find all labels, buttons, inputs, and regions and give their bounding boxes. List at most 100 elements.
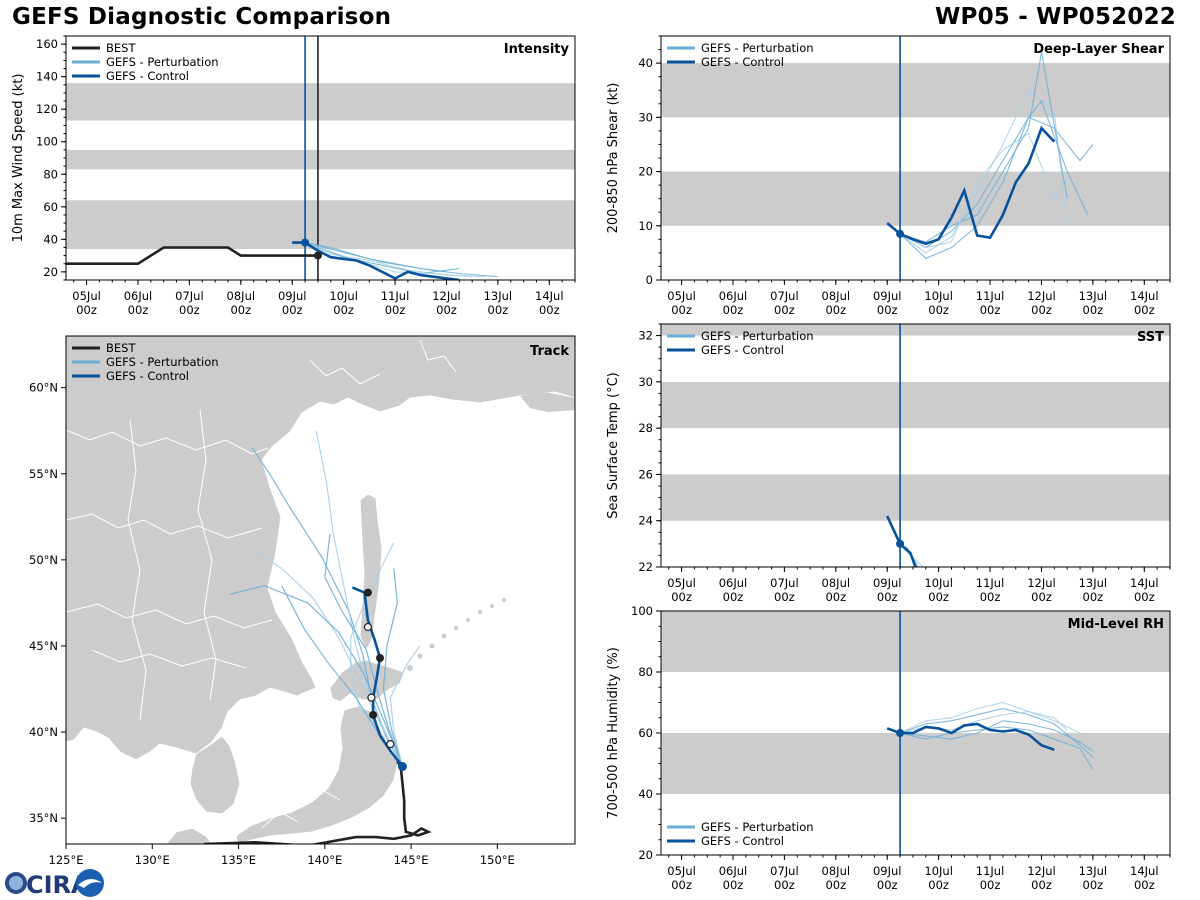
sst-xtick-label-hour: 00z [1031,590,1052,604]
sst-xtick-label-hour: 00z [1083,590,1104,604]
track-map: 125°E 130°E 135°E 140°E 145°E 150°E 35°N 40°N 45… [29,335,576,867]
legend-label-control: GEFS - Control [701,55,784,69]
shear-ytick-label: 40 [638,56,653,70]
sst-ytick-label: 26 [638,467,653,481]
shear-xtick-label-day: 14Jul [1130,289,1159,303]
track-marker-open [386,740,395,749]
intensity-perturbation-line [304,242,473,278]
shear-xtick-label-hour: 00z [980,303,1001,317]
rh-xtick-label-day: 14Jul [1130,864,1159,878]
shear-ytick-label: 20 [638,165,653,179]
land-korea [189,735,241,815]
land-kamchatka [520,392,575,412]
land-asia [66,336,575,761]
track-xtick-label: 145°E [394,853,429,867]
sst-xtick-label-hour: 00z [723,590,744,604]
rh-perturbation-line [900,720,1094,752]
sst-frame [660,323,1171,568]
intensity-best-line [66,246,318,266]
shear-ytick-label: 0 [646,273,653,287]
intensity-xtick-label-hour: 00z [385,303,406,317]
rh-xtick-label-day: 11Jul [976,864,1005,878]
intensity-chart: 20 40 60 80 100 120 140 160 10m Max Wind Speed (… [11,35,576,317]
rh-xtick-label-hour: 00z [1083,878,1104,892]
sst-xtick-label-hour: 00z [877,590,898,604]
track-control-start [397,762,407,772]
rh-ytick-label: 20 [638,848,653,862]
shear-xtick-label-day: 12Jul [1027,289,1056,303]
sst-title: SST [1137,330,1164,345]
rh-xtick-label-day: 09Jul [873,864,902,878]
shear-xtick-label-hour: 00z [1083,303,1104,317]
track-marker-open [367,693,376,702]
sst-xtick-label-hour: 00z [774,590,795,604]
intensity-xtick-label-hour: 00z [282,303,303,317]
shear-ylabel: 200-850 hPa Shear (kt) [606,83,621,234]
rh-plot-area [661,611,1170,855]
track-perturbation-line [229,585,404,767]
sst-xtick-label-hour: 00z [1134,590,1155,604]
rh-ytick-label: 80 [638,665,653,679]
sst-xtick-label-hour: 00z [928,590,949,604]
rh-chart: 20 40 60 80 100 700-500 hPa Humidity (%) 05Jul… [606,604,1171,892]
sst-xtick-label-hour: 00z [671,590,692,604]
track-xtick-label: 140°E [307,853,342,867]
shear-plot-area [661,36,1170,280]
track-perturbation-line [315,430,404,767]
intensity-ytick-label: 20 [43,265,58,279]
shear-xtick-label-hour: 00z [928,303,949,317]
intensity-ytick-label: 140 [36,70,58,84]
intensity-ytick-label: 120 [36,102,58,116]
rh-xtick-label-hour: 00z [723,878,744,892]
intensity-perturbation-line [304,242,460,275]
shear-xtick-label-hour: 00z [1134,303,1155,317]
rh-title: Mid-Level RH [1068,617,1164,632]
shear-xtick-label-hour: 00z [1031,303,1052,317]
intensity-xtick-label-hour: 00z [76,303,97,317]
legend-label-control: GEFS - Control [106,69,189,83]
rh-xtick-label-day: 07Jul [770,864,799,878]
land-kyushu [165,827,213,844]
intensity-title: Intensity [504,42,570,57]
sst-band [661,324,1170,336]
shear-title: Deep-Layer Shear [1033,42,1164,57]
rh-xtick-label-day: 05Jul [667,864,696,878]
rh-xtick-label-hour: 00z [1134,878,1155,892]
shear-control-line [886,125,1056,246]
rh-xtick-label-day: 08Jul [822,864,851,878]
rh-xtick-label-hour: 00z [1031,878,1052,892]
sst-xtick-label-day: 07Jul [770,576,799,590]
shear-xtick-label-hour: 00z [723,303,744,317]
sst-ylabel: Sea Surface Temp (°C) [606,372,621,519]
intensity-xtick-label-hour: 00z [436,303,457,317]
track-ytick-label: 40°N [29,725,58,739]
shear-xtick-label-day: 07Jul [770,289,799,303]
intensity-best-marker [313,251,322,260]
logo-globe-inner [9,876,23,890]
intensity-xtick-label-hour: 00z [230,303,251,317]
rh-xtick-label-day: 06Jul [719,864,748,878]
intensity-xtick-label-day: 12Jul [432,289,461,303]
legend-label-perturbation: GEFS - Perturbation [701,820,814,834]
sst-ytick-label: 28 [638,421,653,435]
rh-xtick-label-hour: 00z [877,878,898,892]
sst-control-line [886,515,917,567]
intensity-ytick-label: 60 [43,200,58,214]
intensity-xtick-label-day: 13Jul [484,289,513,303]
intensity-xtick-label-day: 14Jul [535,289,564,303]
track-xtick-label: 125°E [49,853,84,867]
land-kurils [407,598,506,671]
intensity-band [66,149,575,170]
shear-band [661,171,1170,226]
track-best-line [203,760,432,844]
figure-title: GEFS Diagnostic Comparison [12,4,392,30]
intensity-xtick-label-day: 09Jul [278,289,307,303]
shear-ytick-label: 10 [638,219,653,233]
intensity-band [66,83,575,121]
rh-band [661,733,1170,794]
intensity-ytick-label: 100 [36,135,58,149]
sst-ytick-label: 30 [638,375,653,389]
rh-xtick-label-hour: 00z [825,878,846,892]
legend-label-perturbation: GEFS - Perturbation [701,329,814,343]
